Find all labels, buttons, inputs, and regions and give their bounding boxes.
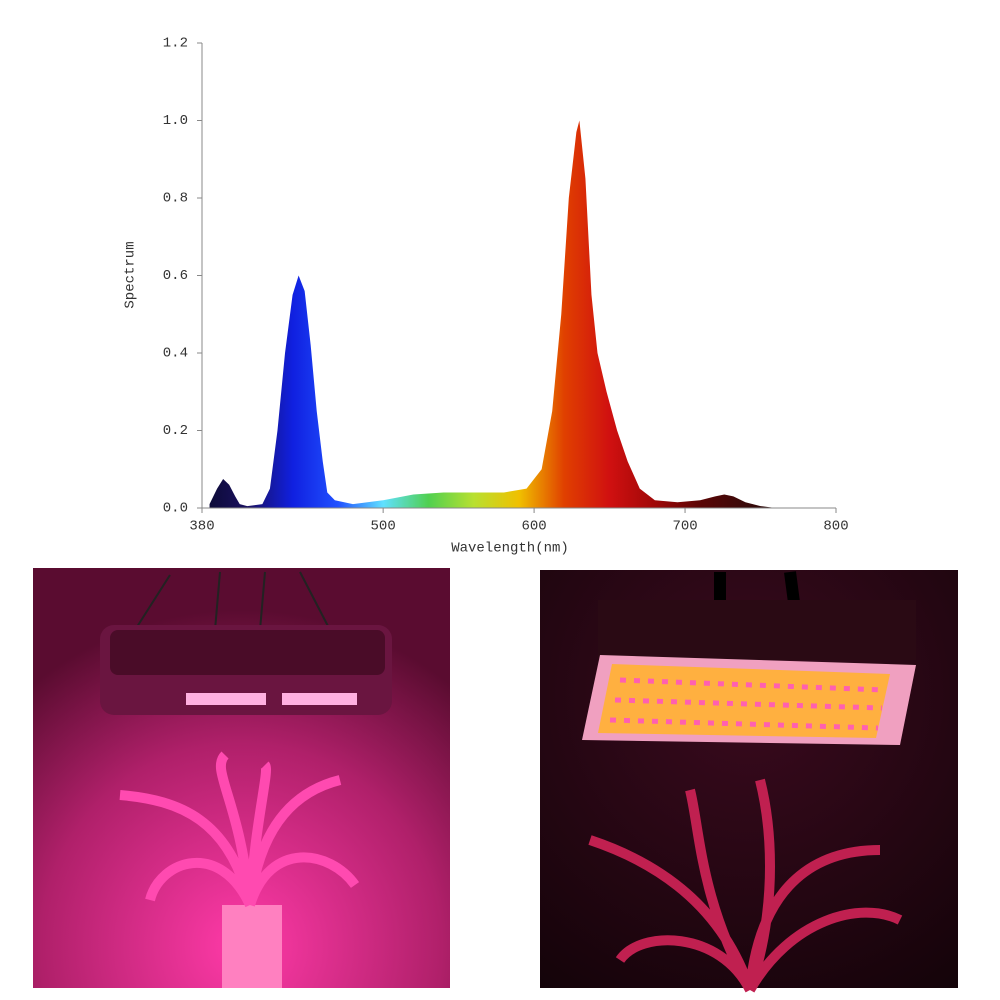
x-tick-label: 600 — [521, 519, 546, 535]
x-tick-label: 380 — [189, 519, 214, 535]
y-tick-label: 0.4 — [163, 346, 188, 362]
spectrum-area — [209, 120, 776, 508]
y-tick-label: 0.2 — [163, 423, 188, 439]
y-tick-label: 1.2 — [163, 36, 188, 52]
x-axis-label: Wavelength(nm) — [451, 541, 569, 557]
photo-left — [33, 568, 450, 988]
x-tick-label: 500 — [371, 519, 396, 535]
photo-right — [540, 570, 958, 993]
y-tick-label: 0.8 — [163, 191, 188, 207]
y-tick-label: 0.6 — [163, 268, 188, 284]
y-tick-label: 1.0 — [163, 113, 188, 129]
x-tick-label: 800 — [823, 519, 848, 535]
y-tick-label: 0.0 — [163, 501, 188, 517]
x-tick-label: 700 — [672, 519, 697, 535]
y-axis-label: Spectrum — [123, 241, 139, 308]
